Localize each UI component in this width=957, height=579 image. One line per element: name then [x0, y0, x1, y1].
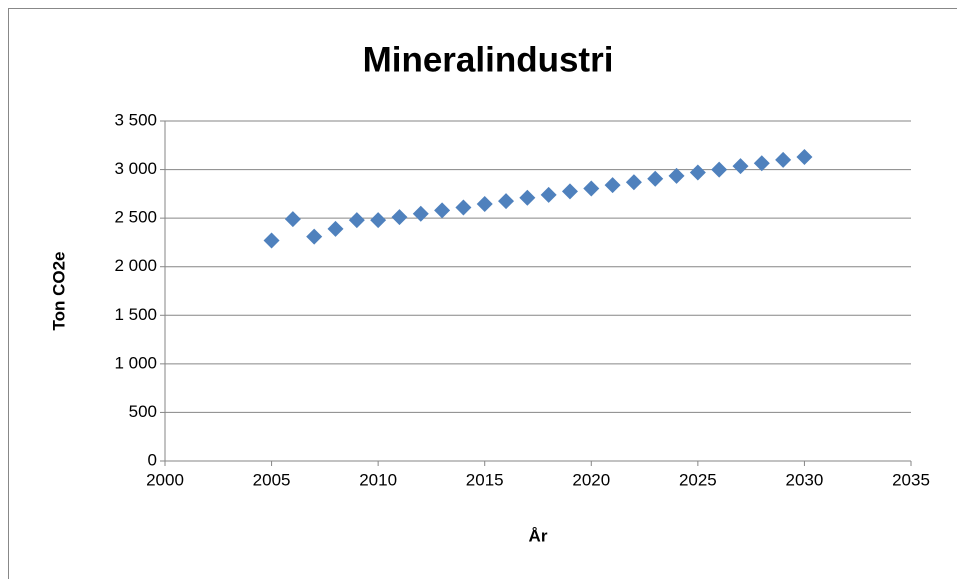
point: [370, 212, 387, 229]
point: [625, 174, 642, 191]
x-tick-label: 2020: [572, 470, 610, 489]
point: [263, 232, 280, 249]
y-tick-label: 2 500: [114, 208, 157, 227]
point: [455, 199, 472, 216]
point: [647, 170, 664, 187]
point: [391, 209, 408, 226]
x-axis-label: År: [529, 526, 548, 545]
chart-title: Mineralindustri: [363, 40, 614, 79]
point: [732, 158, 749, 175]
point: [348, 212, 365, 229]
x-tick-label: 2000: [146, 470, 184, 489]
point: [604, 177, 621, 194]
point: [711, 161, 728, 178]
point: [689, 164, 706, 181]
y-tick-label: 3 500: [114, 110, 157, 129]
point: [561, 183, 578, 200]
point: [775, 151, 792, 168]
x-tick-label: 2030: [786, 470, 824, 489]
y-tick-label: 3 000: [114, 159, 157, 178]
y-tick-label: 1 000: [114, 353, 157, 372]
point: [583, 180, 600, 197]
point: [519, 189, 536, 206]
x-tick-label: 2005: [253, 470, 291, 489]
point: [327, 220, 344, 237]
point: [796, 148, 813, 165]
y-tick-label: 0: [148, 450, 157, 469]
x-tick-label: 2015: [466, 470, 504, 489]
y-tick-label: 1 500: [114, 305, 157, 324]
y-tick-label: 2 000: [114, 256, 157, 275]
point: [412, 205, 429, 222]
point: [476, 196, 493, 213]
point: [753, 155, 770, 172]
x-tick-label: 2025: [679, 470, 717, 489]
y-tick-label: 500: [129, 402, 157, 421]
x-tick-label: 2010: [359, 470, 397, 489]
point: [540, 186, 557, 203]
point: [306, 228, 323, 245]
y-axis-label: Ton CO2e: [49, 251, 68, 330]
chart-frame: [8, 8, 957, 579]
point: [668, 167, 685, 184]
point: [498, 193, 515, 210]
point: [434, 202, 451, 219]
point: [284, 211, 301, 228]
x-tick-label: 2035: [892, 470, 930, 489]
